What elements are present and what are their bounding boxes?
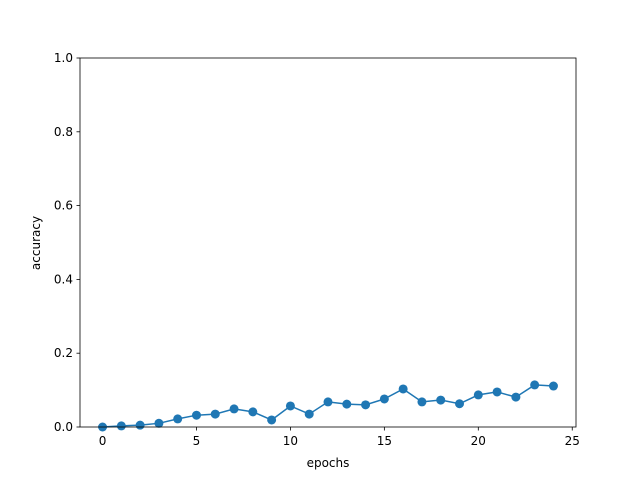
marker xyxy=(229,404,239,414)
marker xyxy=(210,409,220,419)
marker xyxy=(248,407,258,417)
marker xyxy=(436,395,446,405)
marker xyxy=(417,397,427,407)
y-axis-label: accuracy xyxy=(29,216,43,270)
marker xyxy=(511,392,521,402)
marker xyxy=(473,390,483,400)
marker xyxy=(323,397,333,407)
y-tick-label: 1.0 xyxy=(54,51,73,65)
marker xyxy=(285,401,295,411)
marker xyxy=(154,418,164,428)
x-tick-label: 15 xyxy=(377,434,392,448)
marker xyxy=(191,410,201,420)
marker xyxy=(116,421,126,431)
marker xyxy=(492,387,502,397)
plot-frame xyxy=(79,57,577,428)
marker xyxy=(342,399,352,409)
x-tick-label: 20 xyxy=(471,434,486,448)
marker xyxy=(267,415,277,425)
marker xyxy=(548,381,558,391)
x-tick-label: 25 xyxy=(565,434,580,448)
y-tick-label: 0.8 xyxy=(54,125,73,139)
marker xyxy=(361,400,371,410)
y-tick-label: 0.2 xyxy=(54,346,73,360)
y-tick-label: 0.0 xyxy=(54,420,73,434)
marker xyxy=(455,399,465,409)
x-tick-label: 0 xyxy=(99,434,107,448)
x-axis-label: epochs xyxy=(307,456,350,470)
y-tick-label: 0.4 xyxy=(54,272,73,286)
y-tick-label: 0.6 xyxy=(54,199,73,213)
marker xyxy=(379,394,389,404)
marker xyxy=(135,420,145,430)
marker xyxy=(173,414,183,424)
marker xyxy=(398,384,408,394)
x-tick-label: 5 xyxy=(193,434,201,448)
x-tick-label: 10 xyxy=(283,434,298,448)
marker xyxy=(530,380,540,390)
marker xyxy=(304,409,314,419)
